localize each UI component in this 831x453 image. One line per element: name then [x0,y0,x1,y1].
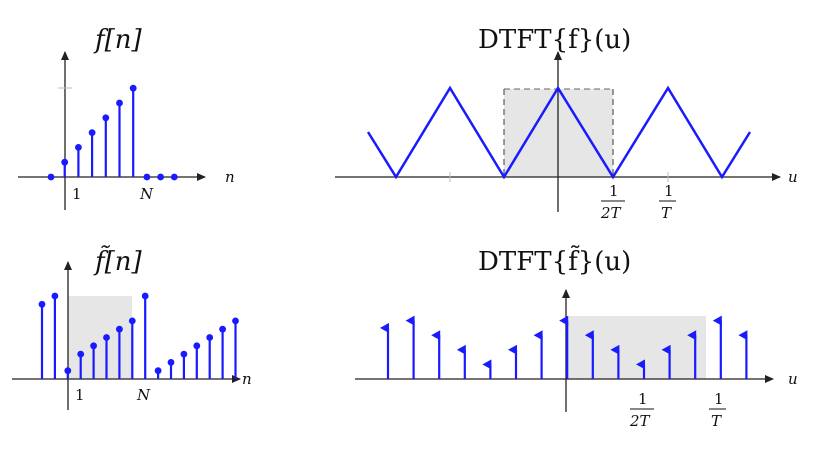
tick-label-1: 1 [72,185,82,203]
stem-point [219,325,227,333]
panel-bottom-right: DTFT{f̃}(u) u 1 2T 1 T [355,245,798,430]
impulse-train-spectrum [380,315,748,379]
panel-top-right: DTFT{f}(u) u 1 2T 1 T [335,25,798,222]
stem-point [38,300,46,308]
stem-point [157,173,165,181]
stem-point [75,144,82,151]
panel-bottom-left: f̃[n] n 1 N [12,245,252,410]
stem-point [128,317,136,325]
title-f-tilde-n: f̃[n] [93,245,143,277]
stem-point [180,350,188,358]
frac-num-1: 1 [609,182,619,200]
title-dtft-f-tilde: DTFT{f̃}(u) [478,245,631,277]
frac-num-1: 1 [664,182,674,200]
frac-den-T: T [711,412,722,430]
stem-point [64,367,72,375]
frac-num-1: 1 [638,390,648,408]
stem-plot-f-tilde [38,292,239,379]
frac-den-T: T [661,204,672,222]
frac-den-2T: 2T [629,412,651,430]
axis-label-n: n [225,168,235,186]
axis-label-u: u [788,370,798,388]
stem-point [193,342,201,350]
panel-top-left: f[n] n 1 N [18,25,235,210]
axis-label-u: u [788,168,798,186]
stem-point [170,173,178,181]
axis-label-n: n [242,370,252,388]
tick-label-1: 1 [75,386,85,404]
stem-point [116,325,123,333]
stem-point [51,292,59,300]
shaded-period-region [566,316,706,379]
tick-label-N: N [136,386,151,404]
stem-point [77,350,85,358]
stem-point [102,114,110,122]
triangle-wave-spectrum [366,85,752,180]
shaded-period-region [68,296,132,379]
title-f-n: f[n] [93,25,143,55]
frac-den-2T: 2T [600,204,622,222]
stem-point [143,173,151,181]
stem-point [129,84,137,92]
stem-point [154,367,162,375]
stem-point [232,317,239,325]
stem-point [141,292,149,300]
frac-num-1: 1 [714,390,724,408]
stem-point [206,334,214,341]
stem-point [103,334,110,341]
stem-point [116,99,123,107]
stem-plot-f [47,84,178,181]
tick-label-N: N [139,185,154,203]
stem-point [61,158,69,166]
stem-point [47,173,55,181]
title-dtft-f: DTFT{f}(u) [478,25,631,55]
stem-point [88,129,96,137]
stem-point [167,359,175,366]
stem-point [90,342,97,350]
